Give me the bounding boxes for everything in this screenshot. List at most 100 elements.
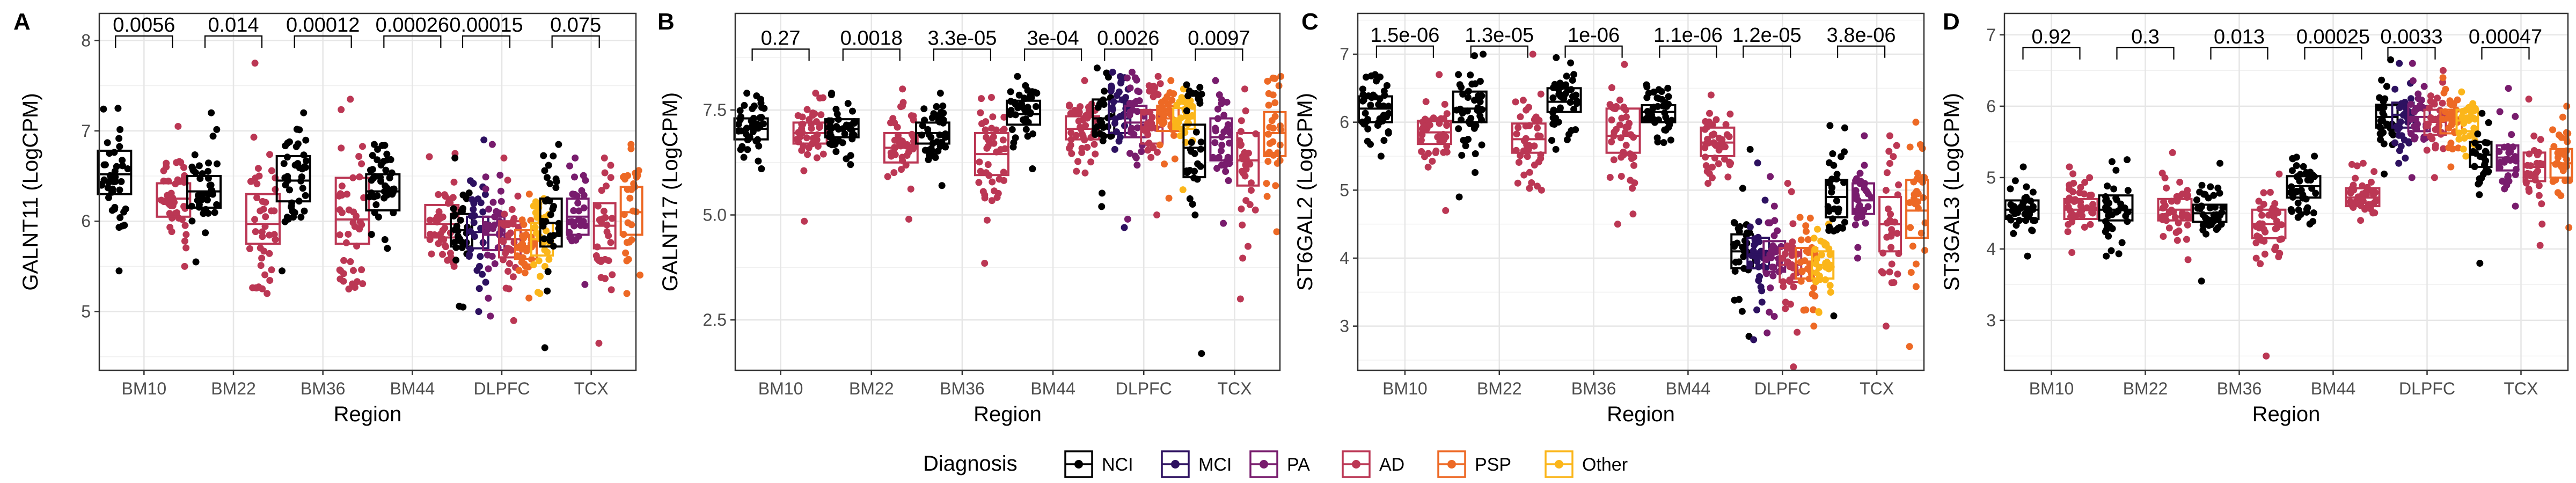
data-point xyxy=(2523,170,2531,177)
data-point xyxy=(545,255,553,263)
data-point xyxy=(2525,185,2533,193)
data-point xyxy=(594,202,602,210)
data-point xyxy=(252,174,259,182)
data-point xyxy=(1893,142,1900,149)
data-point xyxy=(2462,152,2470,160)
data-point xyxy=(268,266,275,274)
data-point xyxy=(204,167,212,175)
data-point xyxy=(116,186,123,194)
data-point xyxy=(1179,186,1187,194)
data-point xyxy=(2303,208,2310,216)
data-point xyxy=(114,105,122,112)
data-point xyxy=(1563,136,1571,143)
data-point xyxy=(1878,268,1885,275)
data-point xyxy=(1913,175,1921,182)
data-point xyxy=(1629,185,1636,192)
data-point xyxy=(2501,185,2508,193)
box-BM10-AD xyxy=(1416,71,1452,214)
data-point xyxy=(1532,114,1539,122)
x-tick-label: BM44 xyxy=(2311,379,2356,398)
data-point xyxy=(2069,170,2077,178)
data-point xyxy=(213,160,221,167)
data-point xyxy=(2467,113,2474,120)
data-point xyxy=(1367,101,1374,109)
data-point xyxy=(488,141,496,148)
data-point xyxy=(1176,132,1184,140)
data-point xyxy=(1715,147,1723,154)
data-point xyxy=(1854,244,1862,251)
data-point xyxy=(1556,79,1564,87)
data-point xyxy=(1029,165,1036,172)
data-point xyxy=(1084,144,1091,151)
data-point xyxy=(2086,174,2094,181)
data-point xyxy=(1886,160,1893,167)
data-point xyxy=(1022,82,1029,90)
data-point xyxy=(1548,137,1556,144)
data-point xyxy=(2184,192,2192,199)
data-point xyxy=(1665,123,1672,131)
data-point xyxy=(457,238,465,245)
data-point xyxy=(2184,256,2192,264)
data-point xyxy=(984,161,992,169)
panel-D: 0.92 0.3 0.013 0.00025 0.0033 0.00047 3 4 5 6 7 BM1… xyxy=(1940,9,2573,426)
data-point xyxy=(1794,328,1801,336)
box-BM44-AD xyxy=(2345,159,2381,224)
data-point xyxy=(909,145,917,152)
data-point xyxy=(1128,125,1136,132)
data-point xyxy=(266,151,274,158)
data-point xyxy=(1722,121,1730,128)
data-point xyxy=(1133,162,1141,169)
data-point xyxy=(1168,97,1176,104)
data-point xyxy=(383,150,391,158)
y-axis: 5 6 7 8 xyxy=(81,31,99,321)
data-point xyxy=(544,268,552,275)
data-point xyxy=(2079,212,2086,219)
group-BM22: 1.3e-05 xyxy=(1452,24,1547,201)
data-point xyxy=(1526,169,1533,176)
data-point xyxy=(1820,239,1828,246)
bracket-line xyxy=(1023,48,1082,61)
data-point xyxy=(1277,72,1285,80)
data-point xyxy=(737,146,744,153)
data-point xyxy=(1383,82,1391,89)
data-point xyxy=(2200,191,2208,198)
data-point xyxy=(2103,195,2110,203)
data-point xyxy=(574,199,582,207)
data-point xyxy=(252,228,259,236)
data-point xyxy=(1417,136,1425,144)
data-point xyxy=(843,121,850,129)
data-point xyxy=(2160,232,2167,240)
data-point xyxy=(750,102,758,109)
data-point xyxy=(1364,125,1372,133)
data-point xyxy=(2460,145,2467,153)
data-point xyxy=(1468,80,1476,88)
box-iqr xyxy=(245,193,281,245)
data-point xyxy=(1753,306,1761,313)
data-point xyxy=(2124,187,2132,194)
data-point xyxy=(2077,199,2084,206)
data-point xyxy=(1833,197,1840,204)
data-point xyxy=(1841,148,1848,156)
box-iqr xyxy=(1546,87,1582,113)
legend-item-psp: PSP xyxy=(1437,450,1511,478)
data-point xyxy=(2395,159,2403,167)
data-point xyxy=(819,150,827,158)
data-point xyxy=(1534,124,1541,131)
box-BM22-AD xyxy=(1511,50,1547,194)
data-point xyxy=(623,239,631,246)
data-point xyxy=(1440,149,1447,156)
data-point xyxy=(1068,150,1075,157)
data-point xyxy=(2106,222,2113,230)
data-point xyxy=(111,203,119,211)
plot-background xyxy=(1358,13,1924,370)
data-point xyxy=(501,210,508,218)
data-point xyxy=(758,165,765,172)
data-point xyxy=(2391,139,2399,147)
data-point xyxy=(296,164,303,172)
data-point xyxy=(2496,164,2504,171)
data-point xyxy=(502,250,509,257)
data-point xyxy=(1081,169,1089,177)
data-point xyxy=(541,167,548,174)
data-point xyxy=(1884,205,1892,213)
data-point xyxy=(1812,278,1820,286)
